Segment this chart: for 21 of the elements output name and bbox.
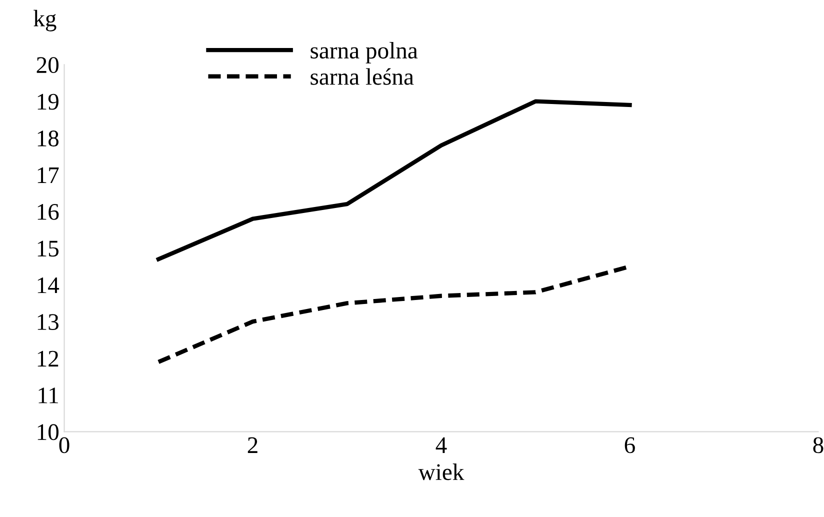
y-tick-label: 15 (38, 240, 58, 257)
x-axis-title: wiek (418, 464, 464, 480)
line-series (156, 99, 632, 262)
y-tick-label: 11 (38, 388, 58, 404)
y-tick-label: 17 (38, 167, 59, 183)
x-tick-label: 6 (624, 437, 635, 454)
y-tick-label: 12 (38, 350, 58, 366)
x-tick-label: 0 (59, 437, 70, 454)
x-tick-label: 2 (248, 437, 258, 453)
legend-label: sarna leśna (310, 68, 414, 85)
y-tick-label: 16 (38, 204, 59, 220)
y-tick-label: 18 (38, 130, 59, 146)
legend-label: sarna polna (310, 42, 418, 64)
x-tick-label: 8 (813, 437, 824, 454)
x-tick-label: 4 (436, 437, 447, 453)
y-tick-label: 20 (36, 57, 59, 74)
y-tick-label: 19 (38, 94, 58, 110)
y-tick-label: 14 (38, 277, 60, 294)
y-axis-title: kg (34, 10, 56, 32)
y-tick-label: 13 (38, 314, 58, 330)
y-tick-label: 10 (38, 424, 59, 440)
